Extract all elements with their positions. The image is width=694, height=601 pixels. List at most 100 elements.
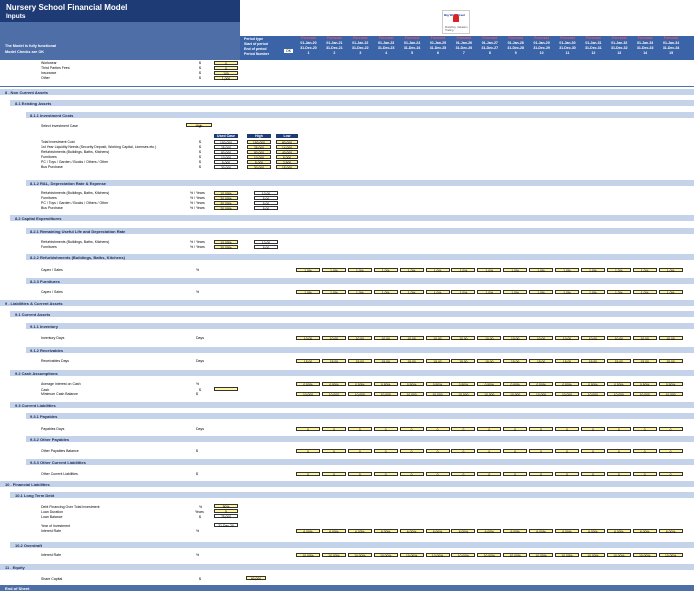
series-cell[interactable]: 0 (529, 448, 554, 454)
series-cell[interactable]: 15.00 (425, 358, 450, 364)
series-cell[interactable]: 1.0% (451, 267, 476, 273)
series-cell[interactable]: 6.00% (529, 528, 554, 534)
cash-input[interactable] (214, 387, 238, 391)
investment-cell[interactable]: 25,000 (247, 144, 271, 150)
series-cell[interactable]: 0 (321, 471, 346, 477)
series-cell[interactable]: 15.00 (555, 358, 579, 364)
series-cell[interactable]: 6.00% (399, 528, 424, 534)
series-cell[interactable]: 10.00% (503, 552, 528, 558)
series-cell[interactable]: 10,000 (399, 391, 424, 397)
series-cell[interactable]: 0 (477, 426, 502, 432)
share-capital-input[interactable]: 60,000 (246, 576, 266, 581)
series-cell[interactable]: 10.00 (373, 335, 398, 341)
series-cell[interactable]: 6.00% (425, 528, 450, 534)
rate-input[interactable]: 20.00% (214, 200, 238, 206)
series-cell[interactable]: 15.00 (347, 358, 372, 364)
series-cell[interactable]: 0.50% (477, 381, 502, 387)
series-cell[interactable]: 0 (503, 426, 528, 432)
series-cell[interactable]: 10.00% (529, 552, 554, 558)
series-cell[interactable]: 1.0% (347, 289, 372, 295)
series-cell[interactable]: 10.00 (606, 335, 631, 341)
series-cell[interactable]: 10.00% (373, 552, 398, 558)
top-item-input[interactable]: 100 (214, 70, 238, 76)
series-cell[interactable]: 10.00 (503, 335, 528, 341)
series-cell[interactable]: 0 (347, 448, 372, 454)
series-cell[interactable]: 1.0% (296, 267, 320, 273)
series-cell[interactable]: 1.0% (399, 289, 424, 295)
series-cell[interactable]: 0 (555, 426, 579, 432)
series-cell[interactable]: 0 (606, 471, 631, 477)
series-cell[interactable]: 10.00% (425, 552, 450, 558)
series-cell[interactable]: 1.0% (373, 289, 398, 295)
series-cell[interactable]: 15.00 (658, 358, 683, 364)
series-cell[interactable]: 15.00 (606, 358, 631, 364)
series-cell[interactable]: 0.50% (347, 381, 372, 387)
series-cell[interactable]: 1.0% (606, 289, 631, 295)
series-cell[interactable]: 0 (658, 426, 683, 432)
series-cell[interactable]: 10.00% (606, 552, 631, 558)
series-cell[interactable]: 6.00% (451, 528, 476, 534)
series-cell[interactable]: 0.50% (451, 381, 476, 387)
series-cell[interactable]: 10,000 (580, 391, 605, 397)
series-cell[interactable]: 10.00% (451, 552, 476, 558)
series-cell[interactable]: 10.00% (632, 552, 657, 558)
series-cell[interactable]: 15.00 (503, 358, 528, 364)
series-cell[interactable]: 10.00 (296, 335, 320, 341)
debt-financing-input[interactable]: 50% (214, 504, 238, 509)
series-cell[interactable]: 0 (296, 471, 320, 477)
series-cell[interactable]: 10,000 (321, 391, 346, 397)
series-cell[interactable]: 0 (373, 471, 398, 477)
series-cell[interactable]: 10,000 (606, 391, 631, 397)
series-cell[interactable]: 0 (658, 448, 683, 454)
series-cell[interactable]: 1.0% (451, 289, 476, 295)
series-cell[interactable]: 0 (373, 448, 398, 454)
series-cell[interactable]: 0.50% (580, 381, 605, 387)
series-cell[interactable]: 1.0% (658, 267, 683, 273)
series-cell[interactable]: 1.0% (477, 289, 502, 295)
series-cell[interactable]: 1.0% (606, 267, 631, 273)
series-cell[interactable]: 10,000 (555, 391, 579, 397)
series-cell[interactable]: 6.00% (477, 528, 502, 534)
series-cell[interactable]: 1.0% (555, 267, 579, 273)
series-cell[interactable]: 6.00% (503, 528, 528, 534)
series-cell[interactable]: 1.0% (555, 289, 579, 295)
series-cell[interactable]: 0 (399, 448, 424, 454)
series-cell[interactable]: 6.00% (580, 528, 605, 534)
series-cell[interactable]: 0 (399, 426, 424, 432)
series-cell[interactable]: 0 (477, 448, 502, 454)
series-cell[interactable]: 0 (399, 471, 424, 477)
series-cell[interactable]: 10.00 (529, 335, 554, 341)
series-cell[interactable]: 0 (658, 471, 683, 477)
series-cell[interactable]: 10.00 (347, 335, 372, 341)
series-cell[interactable]: 1.0% (477, 267, 502, 273)
series-cell[interactable]: 0 (555, 448, 579, 454)
series-cell[interactable]: 1.0% (529, 267, 554, 273)
series-cell[interactable]: 0 (451, 448, 476, 454)
series-cell[interactable]: 0 (632, 471, 657, 477)
investment-cell[interactable]: 80,000 (276, 139, 298, 145)
series-cell[interactable]: 0.50% (606, 381, 631, 387)
series-cell[interactable]: 1.0% (503, 289, 528, 295)
series-cell[interactable]: 6.00% (373, 528, 398, 534)
series-cell[interactable]: 0 (425, 448, 450, 454)
series-cell[interactable]: 1.0% (529, 289, 554, 295)
series-cell[interactable]: 0.50% (296, 381, 320, 387)
series-cell[interactable]: 10.00% (399, 552, 424, 558)
investment-cell[interactable]: 30,000 (247, 164, 271, 170)
series-cell[interactable]: 0 (296, 448, 320, 454)
series-cell[interactable]: 0 (529, 471, 554, 477)
series-cell[interactable]: 0 (632, 448, 657, 454)
series-cell[interactable]: 10,000 (296, 391, 320, 397)
series-cell[interactable]: 0.50% (658, 381, 683, 387)
series-cell[interactable]: 0 (425, 471, 450, 477)
series-cell[interactable]: 15.00 (580, 358, 605, 364)
investment-cell[interactable]: 5,000 (247, 159, 271, 165)
series-cell[interactable]: 0 (347, 471, 372, 477)
series-cell[interactable]: 0 (580, 471, 605, 477)
series-cell[interactable]: 0 (632, 426, 657, 432)
series-cell[interactable]: 0 (503, 471, 528, 477)
series-cell[interactable]: 0 (477, 471, 502, 477)
series-cell[interactable]: 0 (347, 426, 372, 432)
series-cell[interactable]: 10.00 (451, 335, 476, 341)
series-cell[interactable]: 1.0% (658, 289, 683, 295)
